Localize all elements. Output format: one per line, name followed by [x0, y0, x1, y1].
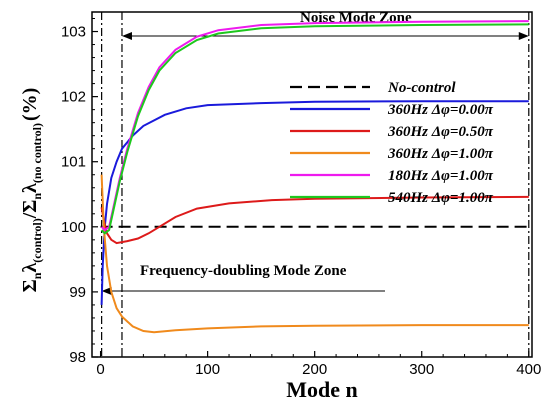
y-tick-label: 98	[69, 349, 86, 366]
legend: No-control 360Hz Δφ=0.00π 360Hz Δφ=0.50π 36…	[290, 80, 494, 206]
legend-label-4: 180Hz Δφ=1.00π	[388, 168, 494, 184]
series-line-1	[100, 100, 529, 305]
y-axis-ticks: 98 99 100 101 102 103	[61, 18, 98, 366]
y-tick-label: 103	[61, 24, 86, 41]
legend-label-5: 540Hz Δφ=1.00π	[388, 190, 494, 206]
x-axis-label: Mode n	[286, 377, 358, 402]
y-axis-label: Σnλ(control)/Σnλ(no control)(%)	[19, 88, 44, 293]
x-tick-label: 300	[409, 361, 434, 378]
doubling-zone-arrow	[101, 287, 385, 295]
legend-label-0: No-control	[387, 80, 456, 96]
plot-frame	[91, 11, 533, 358]
series-line-2	[100, 195, 529, 245]
series-layer	[100, 20, 529, 334]
x-tick-label: 0	[96, 361, 104, 378]
legend-label-1: 360Hz Δφ=0.00π	[387, 102, 494, 118]
doubling-zone-label: Frequency-doubling Mode Zone	[140, 263, 347, 279]
x-tick-label: 400	[516, 361, 541, 378]
y-tick-label: 99	[69, 284, 86, 301]
y-tick-label: 102	[61, 89, 86, 106]
y-tick-label: 100	[61, 219, 86, 236]
noise-zone-arrow	[121, 32, 529, 40]
legend-label-3: 360Hz Δφ=1.00π	[387, 146, 494, 162]
y-tick-label: 101	[61, 154, 86, 171]
x-tick-label: 100	[195, 361, 220, 378]
x-axis-ticks: 0 100 200 300 400	[96, 351, 541, 378]
series-line-5	[100, 23, 529, 235]
legend-label-2: 360Hz Δφ=0.50π	[387, 124, 494, 140]
series-line-3	[100, 174, 529, 334]
x-tick-label: 200	[302, 361, 327, 378]
